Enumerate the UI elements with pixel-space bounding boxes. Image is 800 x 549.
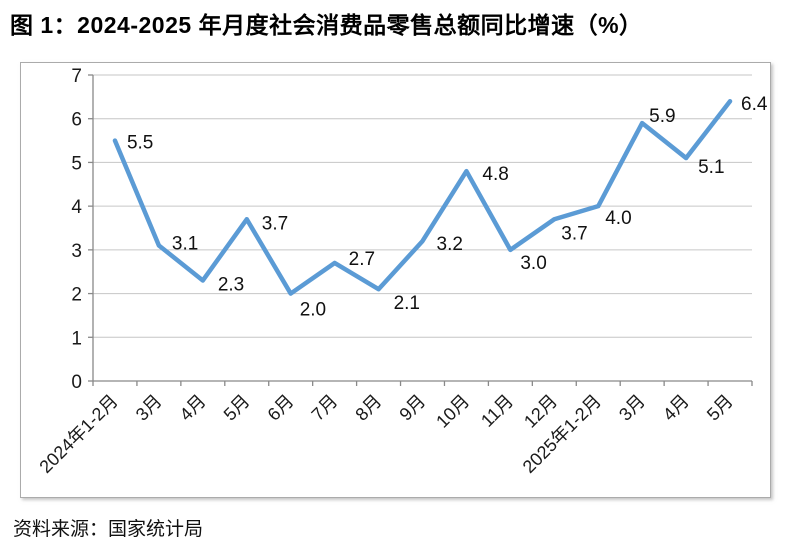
chart-container: 0 1 2 3 4 5 6 7 2024年1-2月 3月 4月 5月 6月 7月 8月 9月 10月 11月 12月… [20,62,771,498]
x-category-label: 8月 [351,391,385,425]
gridlines [93,74,752,338]
data-label: 3.1 [172,233,198,254]
x-category-label: 3月 [615,391,649,425]
x-category-label: 2024年1-2月 [35,391,121,477]
x-category-label: 5月 [703,391,737,425]
y-tick-label: 0 [71,372,82,393]
x-category-label: 5月 [220,391,254,425]
data-labels: 5.5 3.1 2.3 3.7 2.0 2.7 2.1 3.2 4.8 3.0 3.7 4.0 5.9 5… [127,94,768,320]
data-label: 5.5 [127,133,153,154]
y-axis-labels: 0 1 2 3 4 5 6 7 [71,66,93,393]
source-note: 资料来源：国家统计局 [13,519,204,540]
y-tick-label: 1 [71,328,82,349]
data-label: 2.7 [349,249,375,270]
data-label: 3.7 [561,223,587,244]
y-tick-label: 6 [71,110,82,131]
y-tick-label: 2 [71,285,82,306]
x-category-label: 9月 [395,391,429,425]
series-line [112,98,733,296]
axes [92,75,752,382]
data-label: 2.3 [218,274,244,295]
data-label: 5.1 [698,157,724,178]
data-label: 3.0 [520,253,546,274]
data-label: 2.1 [394,293,420,314]
data-label: 5.9 [649,106,675,127]
y-tick-label: 3 [71,241,82,262]
x-axis-labels: 2024年1-2月 3月 4月 5月 6月 7月 8月 9月 10月 11月 12月2025年1-2… [35,391,736,477]
data-label: 2.0 [300,300,326,321]
x-category-label: 4月 [659,391,693,425]
x-category-label: 2025年1-2月 [519,391,605,477]
data-label: 6.4 [741,94,768,115]
series-polyline [112,98,733,296]
data-label: 3.7 [262,213,288,234]
x-category-label: 11月 [477,391,517,431]
x-category-label: 10月 [432,391,473,432]
x-category-label: 4月 [176,391,210,425]
y-tick-label: 5 [71,153,82,174]
data-label: 3.2 [437,234,463,255]
y-tick-label: 7 [71,66,82,87]
x-ticks [92,381,753,386]
x-category-label: 3月 [132,391,166,425]
chart-title: 图 1：2024-2025 年月度社会消费品零售总额同比增速（%） [10,12,643,38]
y-tick-label: 4 [71,197,82,218]
data-label: 4.0 [605,208,631,229]
x-category-label: 6月 [264,391,298,425]
data-label: 4.8 [482,164,508,185]
x-category-label: 7月 [308,391,342,425]
